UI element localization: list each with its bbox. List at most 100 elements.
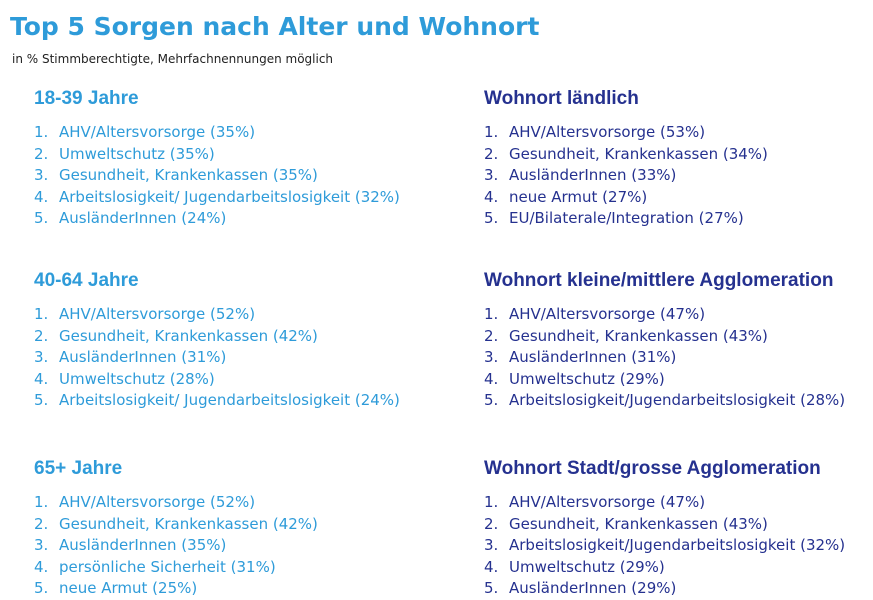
item-number: 1.: [484, 305, 499, 323]
item-number: 5.: [34, 391, 49, 409]
list-item: 2. Umweltschutz (35%): [34, 144, 414, 166]
item-text: Arbeitslosigkeit/Jugendarbeitslosigkeit …: [509, 536, 846, 554]
list-item: 5. neue Armut (25%): [34, 578, 414, 600]
worry-list: 1. AHV/Altersvorsorge (52%) 2. Gesundheit,…: [34, 492, 414, 600]
list-item: 3. AusländerInnen (35%): [34, 535, 414, 557]
item-number: 3.: [484, 348, 499, 366]
item-text: AHV/Altersvorsorge (53%): [509, 123, 706, 141]
list-item: 3. AusländerInnen (33%): [484, 165, 864, 187]
section-heading: Wohnort Stadt/grosse Agglomeration: [484, 458, 821, 479]
item-text: Arbeitslosigkeit/ Jugendarbeitslosigkeit…: [59, 391, 400, 409]
list-item: 4. Umweltschutz (28%): [34, 369, 414, 391]
list-item: 5. Arbeitslosigkeit/Jugendarbeitslosigkei…: [484, 390, 864, 412]
section-heading: 65+ Jahre: [34, 458, 123, 479]
list-item: 1. AHV/Altersvorsorge (35%): [34, 122, 414, 144]
worry-list: 1. AHV/Altersvorsorge (53%) 2. Gesundheit,…: [484, 122, 864, 230]
item-number: 4.: [34, 557, 49, 576]
item-text: neue Armut (27%): [509, 187, 648, 206]
item-number: 3.: [34, 166, 49, 184]
page-subtitle: in % Stimmberechtigte, Mehrfachnennungen…: [12, 52, 334, 66]
item-number: 2.: [484, 514, 499, 533]
item-number: 4.: [34, 187, 49, 206]
page-title: Top 5 Sorgen nach Alter und Wohnort: [10, 12, 540, 41]
item-number: 4.: [484, 187, 499, 206]
item-text: Umweltschutz (28%): [59, 369, 215, 388]
section-wohnort-agglomeration: Wohnort kleine/mittlere Agglomeration 1.…: [484, 270, 864, 412]
item-number: 1.: [34, 305, 49, 323]
item-text: Arbeitslosigkeit/Jugendarbeitslosigkeit …: [509, 391, 846, 409]
item-number: 2.: [484, 326, 499, 345]
list-item: 4. Umweltschutz (29%): [484, 369, 864, 391]
list-item: 3. Arbeitslosigkeit/Jugendarbeitslosigkei…: [484, 535, 869, 557]
item-number: 2.: [34, 144, 49, 163]
item-text: AusländerInnen (24%): [59, 209, 227, 227]
item-text: AHV/Altersvorsorge (52%): [59, 493, 256, 511]
section-age-40-64: 40-64 Jahre 1. AHV/Altersvorsorge (52%) 2…: [34, 270, 414, 412]
section-heading: Wohnort ländlich: [484, 88, 639, 109]
list-item: 4. neue Armut (27%): [484, 187, 864, 209]
item-number: 2.: [34, 326, 49, 345]
worry-list: 1. AHV/Altersvorsorge (52%) 2. Gesundheit,…: [34, 304, 414, 412]
section-wohnort-laendlich: Wohnort ländlich 1. AHV/Altersvorsorge (5…: [484, 88, 864, 230]
section-heading: 18-39 Jahre: [34, 88, 139, 109]
item-text: Gesundheit, Krankenkassen (43%): [509, 514, 768, 533]
item-text: AusländerInnen (29%): [509, 579, 677, 597]
item-text: EU/Bilaterale/Integration (27%): [509, 209, 744, 227]
item-text: AusländerInnen (35%): [59, 536, 227, 554]
item-text: AHV/Altersvorsorge (52%): [59, 305, 256, 323]
item-number: 1.: [34, 123, 49, 141]
list-item: 5. AusländerInnen (29%): [484, 578, 869, 600]
item-text: Umweltschutz (29%): [509, 557, 665, 576]
list-item: 3. AusländerInnen (31%): [484, 347, 864, 369]
item-number: 5.: [484, 579, 499, 597]
item-text: Arbeitslosigkeit/ Jugendarbeitslosigkeit…: [59, 187, 400, 206]
section-age-65-plus: 65+ Jahre 1. AHV/Altersvorsorge (52%) 2. G…: [34, 458, 414, 600]
section-wohnort-stadt: Wohnort Stadt/grosse Agglomeration 1. AHV…: [484, 458, 869, 600]
item-number: 3.: [484, 536, 499, 554]
item-number: 4.: [34, 369, 49, 388]
item-text: Gesundheit, Krankenkassen (35%): [59, 166, 318, 184]
list-item: 1. AHV/Altersvorsorge (52%): [34, 304, 414, 326]
list-item: 1. AHV/Altersvorsorge (52%): [34, 492, 414, 514]
list-item: 2. Gesundheit, Krankenkassen (42%): [34, 326, 414, 348]
item-number: 1.: [484, 123, 499, 141]
item-number: 1.: [34, 493, 49, 511]
list-item: 4. Arbeitslosigkeit/ Jugendarbeitslosigke…: [34, 187, 414, 209]
list-item: 2. Gesundheit, Krankenkassen (43%): [484, 326, 864, 348]
item-number: 4.: [484, 557, 499, 576]
list-item: 2. Gesundheit, Krankenkassen (43%): [484, 514, 869, 536]
item-text: Umweltschutz (29%): [509, 369, 665, 388]
list-item: 3. AusländerInnen (31%): [34, 347, 414, 369]
list-item: 2. Gesundheit, Krankenkassen (34%): [484, 144, 864, 166]
item-text: Umweltschutz (35%): [59, 144, 215, 163]
item-text: AHV/Altersvorsorge (35%): [59, 123, 256, 141]
item-text: Gesundheit, Krankenkassen (43%): [509, 326, 768, 345]
item-number: 5.: [484, 209, 499, 227]
list-item: 1. AHV/Altersvorsorge (47%): [484, 304, 864, 326]
item-text: AHV/Altersvorsorge (47%): [509, 305, 706, 323]
item-text: AusländerInnen (31%): [509, 348, 677, 366]
item-number: 3.: [484, 166, 499, 184]
item-number: 2.: [484, 144, 499, 163]
list-item: 1. AHV/Altersvorsorge (47%): [484, 492, 869, 514]
item-number: 2.: [34, 514, 49, 533]
item-text: Gesundheit, Krankenkassen (42%): [59, 326, 318, 345]
item-number: 4.: [484, 369, 499, 388]
section-age-18-39: 18-39 Jahre 1. AHV/Altersvorsorge (35%) 2…: [34, 88, 414, 230]
list-item: 5. Arbeitslosigkeit/ Jugendarbeitslosigke…: [34, 390, 414, 412]
list-item: 4. Umweltschutz (29%): [484, 557, 869, 579]
item-number: 5.: [34, 209, 49, 227]
item-text: persönliche Sicherheit (31%): [59, 557, 276, 576]
item-text: AHV/Altersvorsorge (47%): [509, 493, 706, 511]
item-text: Gesundheit, Krankenkassen (42%): [59, 514, 318, 533]
item-text: AusländerInnen (33%): [509, 166, 677, 184]
item-number: 3.: [34, 536, 49, 554]
item-text: neue Armut (25%): [59, 579, 198, 597]
list-item: 4. persönliche Sicherheit (31%): [34, 557, 414, 579]
item-number: 5.: [484, 391, 499, 409]
section-heading: Wohnort kleine/mittlere Agglomeration: [484, 270, 834, 291]
item-number: 3.: [34, 348, 49, 366]
item-number: 1.: [484, 493, 499, 511]
worry-list: 1. AHV/Altersvorsorge (47%) 2. Gesundheit,…: [484, 304, 864, 412]
list-item: 3. Gesundheit, Krankenkassen (35%): [34, 165, 414, 187]
